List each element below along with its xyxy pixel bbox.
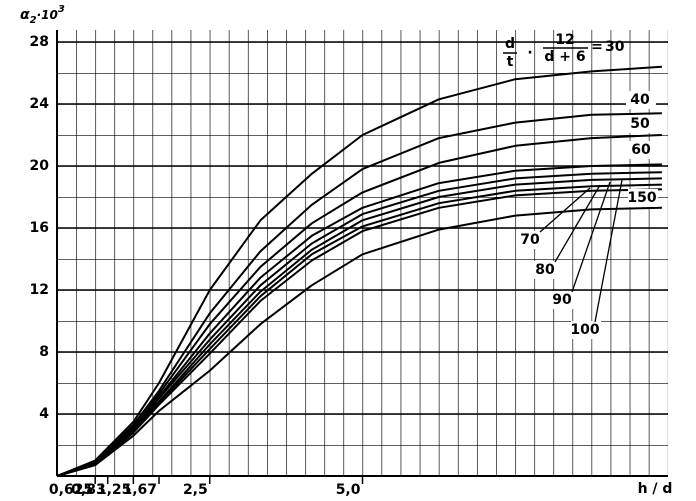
leader-line: [554, 184, 601, 263]
y-tick-label: 28: [30, 34, 49, 50]
label-bg: [626, 115, 656, 133]
curve-label: 60: [631, 142, 651, 158]
curve-label: 100: [570, 322, 599, 338]
curve-label: 70: [520, 232, 540, 248]
curve: [56, 183, 662, 477]
x-tick-label: 2,5: [183, 482, 208, 498]
y-tick-label: 16: [30, 220, 49, 236]
formula-part: 12: [555, 32, 574, 48]
y-label-sub: 2: [30, 15, 37, 26]
formula-part: ·: [527, 45, 532, 61]
formula-part: t: [507, 54, 514, 70]
curve-label: 150: [627, 190, 656, 206]
y-label-mid: ·10: [37, 8, 58, 22]
leader-line: [539, 187, 591, 233]
y-tick-label: 4: [39, 406, 49, 422]
y-label-base: α: [20, 7, 30, 23]
label-bg: [571, 321, 601, 339]
leader-line: [571, 181, 611, 293]
y-tick-label: 24: [30, 96, 50, 112]
label-bg: [548, 291, 578, 309]
label-bg: [531, 261, 561, 279]
curve-label: 30: [605, 39, 625, 55]
label-bg: [626, 91, 656, 109]
x-tick-label: 0,83: [71, 482, 106, 498]
curve: [56, 188, 662, 477]
curve-label: 80: [535, 262, 555, 278]
y-axis-label: α2·103: [20, 4, 65, 26]
formula-part: =: [591, 39, 603, 55]
y-tick-label: 20: [30, 158, 50, 174]
curve: [56, 171, 662, 477]
curve-label: 50: [630, 116, 650, 132]
label-bg: [628, 189, 658, 207]
curve-label: 40: [630, 92, 650, 108]
formula-part: d + 6: [544, 49, 585, 65]
curve-label: 90: [552, 292, 572, 308]
x-axis-label: h / d: [638, 481, 673, 497]
x-tick-label: 1,67: [122, 482, 157, 498]
x-tick-label: 0,625: [49, 482, 93, 498]
x-tick-label: 1,25: [97, 482, 132, 498]
y-label-sup: 3: [58, 4, 65, 15]
y-tick-label: 12: [30, 282, 49, 298]
label-bg: [516, 231, 546, 249]
leader-line: [594, 179, 623, 323]
curve: [56, 65, 662, 477]
formula: d t · 12 d + 6 =: [503, 32, 603, 70]
label-bg: [627, 141, 657, 159]
y-tick-label: 8: [39, 344, 49, 360]
formula-part: d: [505, 36, 515, 52]
curve: [56, 134, 662, 477]
curve: [56, 206, 662, 477]
x-tick-label: 5,0: [336, 482, 361, 498]
